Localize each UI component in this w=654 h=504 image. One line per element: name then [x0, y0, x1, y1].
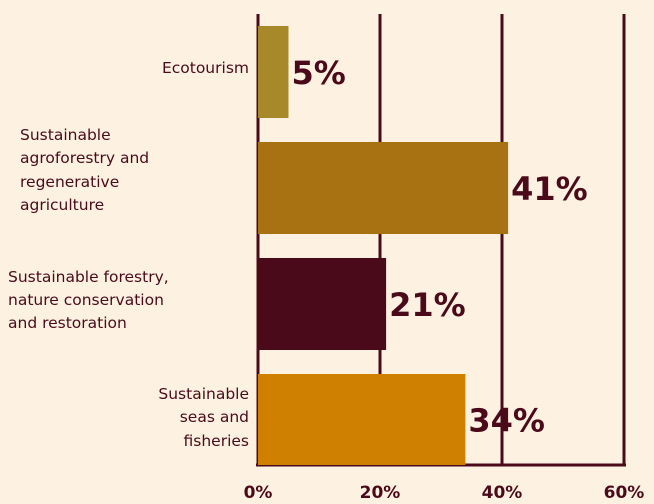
category-label: Sustainable [20, 126, 111, 144]
category-label: and restoration [8, 314, 127, 332]
bar-value-label: 34% [468, 402, 545, 440]
category-label: Ecotourism [162, 59, 249, 77]
category-label: nature conservation [8, 291, 164, 309]
category-label: agriculture [20, 196, 104, 214]
x-tick-label: 20% [360, 483, 401, 503]
bar-value-label: 5% [292, 54, 346, 92]
bar [258, 374, 466, 465]
category-label: agroforestry and [20, 149, 149, 167]
x-tick-label: 40% [482, 483, 523, 503]
category-label: seas and [180, 408, 249, 426]
bar [258, 26, 289, 118]
bar [258, 258, 387, 350]
category-label: regenerative [20, 173, 119, 191]
x-tick-label: 60% [604, 483, 645, 503]
x-tick-label: 0% [244, 483, 273, 503]
category-label: fisheries [184, 432, 250, 450]
category-label: Sustainable [158, 385, 249, 403]
bar [258, 142, 509, 234]
bar-value-label: 41% [511, 170, 588, 208]
bar-value-label: 21% [389, 286, 466, 324]
category-label: Sustainable forestry, [8, 268, 169, 286]
